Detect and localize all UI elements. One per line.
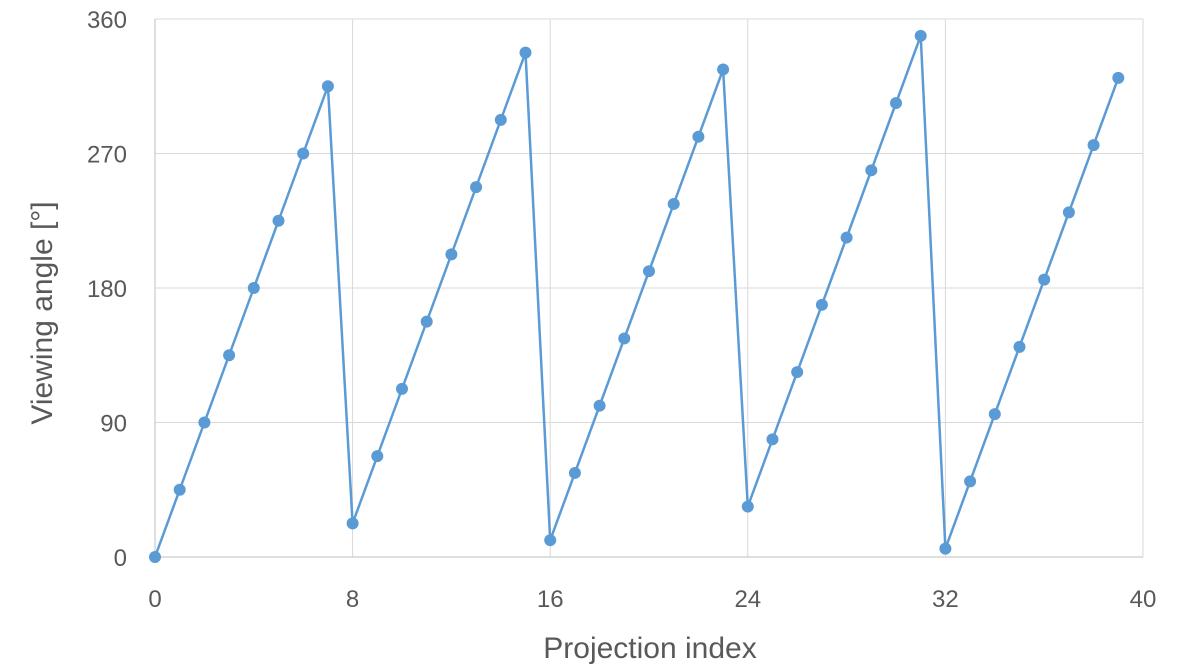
data-point [568, 466, 581, 479]
data-point [396, 382, 408, 395]
y-tick-label: 90 [100, 411, 127, 438]
data-point [618, 332, 631, 345]
data-point [470, 181, 483, 194]
data-point [988, 408, 1001, 421]
data-point [272, 214, 285, 227]
data-point [865, 164, 878, 177]
data-point [247, 282, 260, 294]
data-point [643, 265, 655, 278]
data-point [173, 483, 186, 496]
y-tick-label: 180 [87, 276, 127, 303]
x-tick-label: 8 [346, 586, 359, 613]
x-tick-label: 24 [734, 586, 761, 613]
data-point [544, 534, 557, 547]
x-tick-label: 0 [148, 586, 161, 613]
data-point [1087, 139, 1100, 152]
data-point [717, 63, 730, 76]
data-point [1013, 340, 1026, 353]
data-point [741, 500, 754, 513]
data-point [692, 130, 705, 143]
y-axis-title: Viewing angle [°] [26, 201, 59, 424]
data-point [149, 551, 161, 563]
data-point [667, 197, 680, 210]
data-point [321, 80, 334, 93]
data-point [964, 475, 977, 488]
data-point [371, 450, 384, 463]
data-point [815, 298, 828, 311]
data-point [939, 542, 952, 555]
x-tick-label: 32 [932, 586, 959, 613]
y-tick-label: 360 [87, 7, 127, 34]
data-point [914, 29, 927, 42]
data-point [494, 113, 507, 126]
data-point [791, 366, 804, 379]
data-point [1112, 71, 1125, 84]
gridlines [155, 18, 1144, 557]
data-series [149, 29, 1125, 563]
data-point [840, 231, 853, 244]
data-point [1038, 273, 1051, 286]
data-point [445, 248, 458, 261]
data-point [198, 416, 211, 429]
data-point [297, 147, 310, 160]
axes [154, 19, 1143, 558]
data-point [519, 46, 532, 59]
data-point [223, 349, 236, 362]
x-tick-label: 16 [537, 586, 564, 613]
data-point [890, 97, 902, 110]
y-tick-label: 270 [87, 142, 127, 169]
x-tick-label: 40 [1130, 586, 1157, 613]
data-point [766, 433, 779, 446]
y-tick-label: 0 [114, 545, 127, 572]
x-axis-title: Projection index [543, 632, 756, 665]
data-point [346, 517, 359, 530]
series-line [153, 34, 1120, 558]
tick-labels: 0 90 180 270 360 0 8 16 24 32 40 [87, 7, 1156, 613]
data-point [1062, 206, 1075, 219]
data-point [593, 399, 606, 412]
data-point [420, 315, 433, 328]
